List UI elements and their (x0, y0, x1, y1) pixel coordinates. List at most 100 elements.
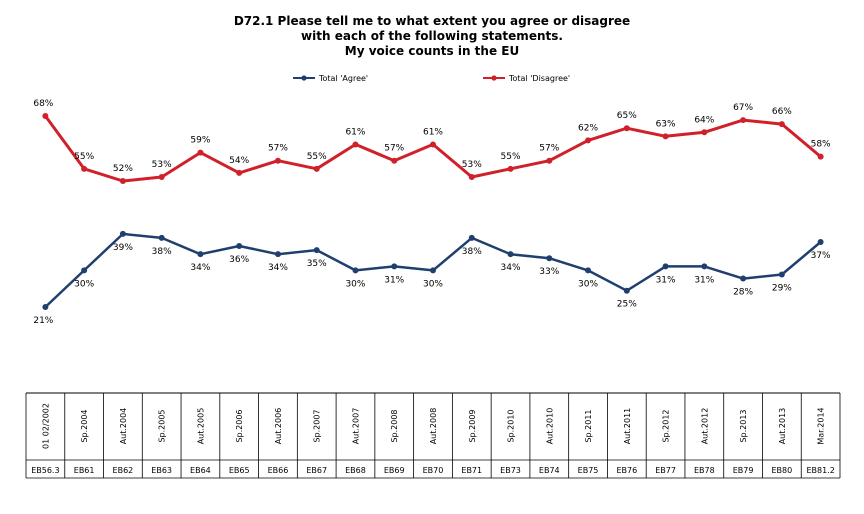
data-point (274, 157, 281, 164)
category-axis-table: 01 02/2002 Sp.2004 Aut.2004 Sp.2005 Aut.2005… (25, 392, 841, 479)
category-tick-label: Aut.2005 (196, 408, 205, 445)
data-label: 66% (772, 107, 792, 117)
survey-code-label: EB62 (113, 466, 134, 475)
data-point (158, 234, 165, 241)
survey-code-label: EB74 (539, 466, 560, 475)
data-label: 38% (462, 247, 482, 257)
data-point (585, 137, 592, 144)
data-label: 21% (33, 316, 53, 326)
chart-title-line: D72.1 Please tell me to what extent you … (234, 14, 630, 28)
data-point (817, 153, 824, 160)
data-point (546, 255, 553, 262)
data-point (81, 267, 88, 274)
data-point (430, 141, 436, 148)
chart-title: D72.1 Please tell me to what extent you … (234, 14, 630, 58)
legend-entry-label: Total 'Agree' (318, 74, 368, 83)
survey-code-label: EB70 (423, 466, 444, 475)
category-tick-label: Sp.2009 (468, 409, 477, 442)
data-label: 55% (501, 152, 521, 162)
chart-title-line: with each of the following statements. (301, 29, 563, 43)
data-point (623, 125, 630, 132)
data-label: 65% (617, 111, 637, 121)
data-point (42, 113, 49, 119)
plot-area: 21% 30% 39% 38% 34% 36% 34% 35% 30% 31% 30% 38% 34% 3… (33, 99, 831, 326)
data-point (391, 263, 398, 270)
survey-code-label: EB80 (771, 466, 792, 475)
category-tick-label: Aut.2006 (274, 408, 283, 445)
data-label: 67% (733, 103, 753, 113)
data-label: 37% (811, 251, 831, 261)
data-point (546, 157, 553, 164)
data-point (274, 251, 281, 258)
category-tick-label: Aut.2013 (778, 408, 787, 445)
category-tick-label: Sp.2005 (158, 409, 167, 442)
data-label: 34% (268, 263, 288, 273)
data-point (352, 267, 359, 274)
legend: Total 'Agree' Total 'Disagree' (293, 74, 570, 83)
data-label: 31% (384, 275, 404, 285)
category-tick-label: Sp.2011 (584, 409, 593, 442)
category-tick-label: Aut.2010 (545, 408, 554, 445)
survey-code-label: EB73 (500, 466, 521, 475)
data-point (701, 129, 708, 136)
data-label: 30% (74, 279, 94, 289)
data-label: 31% (694, 275, 714, 285)
survey-code-label: EB68 (345, 466, 366, 475)
data-label: 64% (694, 115, 714, 125)
data-label: 63% (656, 119, 676, 129)
survey-code-label: EB75 (578, 466, 599, 475)
data-label: 30% (423, 279, 443, 289)
category-tick-label: Aut.2008 (429, 408, 438, 445)
category-tick-label: Sp.2013 (739, 409, 748, 442)
data-point (623, 287, 630, 294)
survey-code-label: EB56.3 (31, 466, 59, 475)
data-point (701, 263, 708, 270)
data-label: 53% (152, 160, 172, 170)
data-point (817, 238, 824, 245)
data-point (313, 247, 320, 254)
data-point (158, 173, 165, 180)
category-tick-label: Aut.2007 (351, 408, 360, 445)
category-tick-label: Sp.2004 (80, 409, 89, 442)
data-point (507, 165, 514, 172)
legend-swatch-marker (491, 75, 497, 81)
category-tick-label: Sp.2008 (390, 409, 399, 442)
category-tick-label: Sp.2006 (235, 409, 244, 442)
category-tick-label: Mar.2014 (817, 407, 826, 444)
data-label: 62% (578, 123, 598, 133)
survey-code-label: EB77 (655, 466, 676, 475)
data-point (197, 149, 204, 156)
data-point (42, 304, 49, 310)
category-tick-label: Sp.2007 (313, 409, 322, 442)
data-point (468, 173, 475, 180)
data-label: 30% (578, 279, 598, 289)
category-tick-label: Aut.2004 (119, 408, 128, 445)
series-line (44, 115, 822, 183)
data-point (313, 165, 320, 172)
survey-code-label: EB66 (268, 466, 289, 475)
survey-code-label: EB64 (190, 466, 211, 475)
data-point (507, 251, 514, 258)
data-point (430, 267, 436, 274)
survey-code-label: EB81.2 (806, 466, 834, 475)
data-label: 34% (190, 263, 210, 273)
data-point (662, 263, 669, 270)
data-point (81, 165, 88, 172)
data-label: 33% (539, 267, 559, 277)
data-label: 52% (113, 164, 133, 174)
legend-swatch-marker (301, 75, 307, 81)
data-label: 36% (229, 255, 249, 265)
data-label: 57% (539, 144, 559, 154)
survey-code-label: EB65 (229, 466, 250, 475)
data-point (119, 230, 126, 237)
data-point (468, 234, 475, 241)
data-label: 35% (307, 259, 327, 269)
data-label: 54% (229, 156, 249, 166)
category-tick-label: 01 02/2002 (41, 403, 50, 449)
data-point (236, 243, 243, 250)
data-label: 55% (307, 152, 327, 162)
data-label: 61% (345, 127, 365, 137)
survey-code-label: EB67 (306, 466, 327, 475)
data-point (585, 267, 592, 274)
survey-code-label: EB79 (733, 466, 754, 475)
